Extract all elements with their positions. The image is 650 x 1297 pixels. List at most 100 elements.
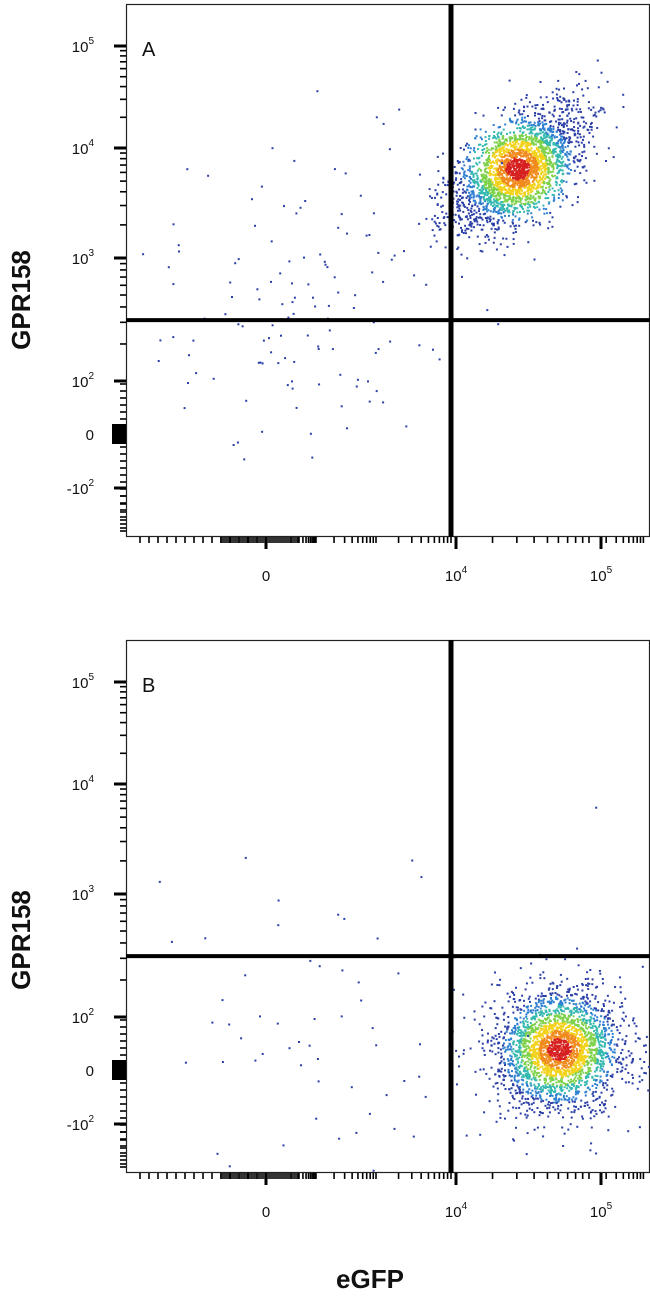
event-dot — [485, 143, 488, 146]
event-dot — [555, 1066, 558, 1069]
event-dot — [560, 1058, 563, 1061]
event-dot — [552, 170, 555, 173]
event-dot — [293, 360, 296, 363]
event-dot — [526, 1054, 529, 1057]
event-dot — [582, 94, 585, 97]
event-dot — [548, 136, 551, 139]
event-dot — [526, 198, 529, 200]
event-dot — [515, 169, 518, 172]
event-dot — [536, 1064, 539, 1067]
event-dot — [575, 1070, 578, 1073]
event-dot — [502, 1044, 505, 1047]
event-dot — [594, 1062, 597, 1065]
event-dot — [564, 139, 566, 142]
event-dot — [382, 280, 385, 283]
event-dot — [599, 1040, 602, 1043]
event-dot — [480, 179, 483, 182]
event-dot — [587, 101, 590, 104]
event-dot — [503, 176, 506, 179]
event-dot — [578, 1079, 581, 1082]
event-dot — [563, 1020, 566, 1023]
event-dot — [512, 107, 515, 110]
event-dot — [562, 1051, 565, 1054]
event-dot — [518, 197, 521, 200]
event-dot — [507, 1000, 510, 1003]
event-dot — [524, 1032, 526, 1035]
event-dot — [647, 1089, 650, 1092]
event-dot — [514, 227, 517, 230]
event-dot — [585, 1049, 588, 1052]
event-dot — [636, 1087, 639, 1090]
event-dot — [566, 132, 569, 134]
event-dot — [537, 998, 540, 1001]
event-dot — [488, 171, 491, 174]
event-dot — [550, 993, 553, 996]
event-dot — [539, 113, 542, 116]
event-dot — [510, 150, 513, 153]
event-dot — [542, 1025, 545, 1028]
event-dot — [528, 1041, 531, 1044]
event-dot — [587, 988, 590, 990]
event-dot — [504, 178, 507, 181]
event-dot — [619, 991, 622, 994]
event-dot — [497, 1051, 500, 1054]
event-dot — [237, 323, 240, 326]
event-dot — [570, 107, 573, 110]
event-dot — [518, 217, 521, 220]
event-dot — [572, 1054, 575, 1057]
event-dot — [609, 1040, 612, 1043]
event-dot — [548, 1084, 551, 1087]
event-dot — [583, 165, 586, 168]
event-dot — [625, 1035, 628, 1038]
event-dot — [486, 161, 488, 164]
event-dot — [510, 170, 513, 173]
event-dot — [473, 179, 476, 182]
event-dot — [490, 1039, 493, 1042]
event-dot — [590, 128, 593, 131]
event-dot — [510, 163, 513, 166]
event-dot — [538, 208, 541, 211]
event-dot — [540, 1013, 543, 1015]
event-dot — [507, 1109, 510, 1112]
event-dot — [580, 1054, 583, 1057]
event-dot — [559, 1038, 562, 1041]
event-dot — [492, 217, 495, 220]
event-dot — [558, 1011, 561, 1014]
event-dot — [482, 1068, 485, 1071]
event-dot — [569, 1066, 572, 1069]
x-tick-label: 104 — [445, 565, 468, 585]
event-dot — [489, 215, 492, 218]
event-dot — [489, 180, 492, 183]
event-dot — [516, 118, 519, 121]
event-dot — [535, 1092, 538, 1095]
event-dot — [562, 149, 565, 152]
event-dot — [551, 193, 554, 196]
event-dot — [527, 1031, 530, 1034]
event-dot — [500, 186, 502, 189]
event-dot — [541, 1090, 544, 1093]
event-dot — [534, 1087, 537, 1090]
event-dot — [560, 149, 563, 152]
event-dot — [547, 1069, 550, 1072]
event-dot — [554, 1064, 557, 1067]
event-dot — [568, 103, 570, 106]
event-dot — [528, 138, 531, 140]
event-dot — [524, 221, 527, 224]
event-dot — [588, 1106, 591, 1109]
event-dot — [558, 114, 561, 117]
event-dot — [241, 325, 244, 328]
event-dot — [482, 213, 485, 216]
event-dot — [587, 1032, 590, 1035]
event-dot — [523, 163, 526, 166]
event-dot — [585, 1003, 588, 1005]
event-dot — [536, 1086, 539, 1089]
event-dot — [438, 358, 441, 361]
event-dot — [468, 191, 470, 194]
event-dot — [544, 132, 547, 135]
event-dot — [540, 1086, 542, 1089]
event-dot — [516, 1009, 519, 1012]
event-dot — [575, 993, 578, 996]
event-dot — [488, 1100, 491, 1103]
event-dot — [539, 178, 542, 181]
event-dot — [563, 1045, 566, 1048]
